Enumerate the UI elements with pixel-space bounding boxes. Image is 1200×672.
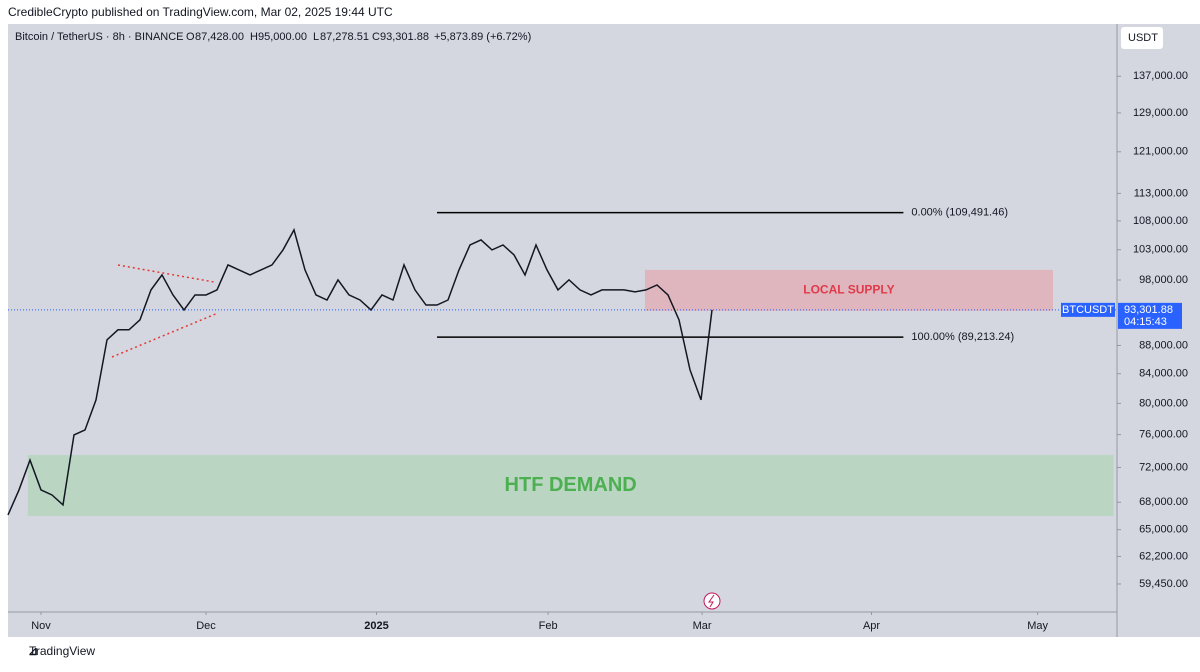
y-tick-label: 84,000.00 (1139, 368, 1188, 380)
close: 93,301.88 (380, 31, 429, 43)
zone (644, 269, 1053, 311)
y-tick-label: 108,000.00 (1133, 215, 1188, 227)
price-line (7, 227, 713, 516)
x-tick-label: Apr (863, 620, 880, 632)
zone-label: LOCAL SUPPLY (803, 283, 894, 297)
symbol-tag (1061, 302, 1115, 317)
y-tick-label: 76,000.00 (1139, 429, 1188, 441)
triangle-line (111, 312, 219, 358)
y-tick-label: 62,200.00 (1139, 550, 1188, 562)
symbol-tag-text: BTCUSDT (1062, 304, 1114, 316)
x-tick-label: May (1027, 620, 1048, 632)
open: 87,428.00 (195, 31, 244, 43)
x-tick-label: 2025 (364, 620, 388, 632)
y-tick-label: 103,000.00 (1133, 244, 1188, 256)
y-tick-label: 113,000.00 (1134, 187, 1188, 199)
l-key: L (313, 31, 319, 43)
zone (27, 455, 1114, 516)
fib-label: 0.00% (109,491.46) (911, 206, 1008, 218)
footer-logo: ⊿ (28, 644, 38, 658)
y-tick-label: 80,000.00 (1139, 397, 1188, 409)
y-tick-label: 59,450.00 (1139, 578, 1188, 590)
y-tick-label: 72,000.00 (1139, 461, 1188, 473)
price-axis (1117, 24, 1200, 637)
y-tick-label: 129,000.00 (1133, 107, 1188, 119)
y-tick-label: 68,000.00 (1139, 496, 1188, 508)
x-tick-label: Nov (31, 620, 51, 632)
zone-label: HTF DEMAND (505, 474, 637, 496)
currency[interactable]: USDT (1128, 32, 1158, 44)
o-key: O (186, 31, 195, 43)
x-tick-label: Dec (196, 620, 216, 632)
y-tick-label: 88,000.00 (1139, 339, 1188, 351)
change: +5,873.89 (+6.72%) (434, 31, 531, 43)
countdown: 04:15:43 (1124, 316, 1167, 328)
x-tick-label: Feb (539, 620, 558, 632)
footer-brand: TradingView (29, 644, 95, 658)
x-tick-label: Mar (693, 620, 712, 632)
event-icon-bolt (708, 594, 715, 608)
y-tick-label: 98,000.00 (1139, 274, 1188, 286)
high: 95,000.00 (258, 31, 307, 43)
symbol: Bitcoin / TetherUS · 8h · BINANCE (15, 31, 184, 43)
h-key: H (250, 31, 258, 43)
low: 87,278.51 (320, 31, 369, 43)
currency-box[interactable] (1121, 27, 1163, 49)
event-icon[interactable] (703, 592, 721, 610)
legend: Bitcoin / TetherUS · 8h · BINANCE O 87,4… (15, 31, 531, 43)
price-tag-text: 93,301.88 (1124, 304, 1173, 316)
y-tick-label: 65,000.00 (1139, 524, 1188, 536)
fib-label: 100.00% (89,213.24) (911, 331, 1014, 343)
c-key: C (372, 31, 380, 43)
time-axis (8, 612, 1117, 637)
publisher: CredibleCrypto published on TradingView.… (8, 5, 393, 19)
y-tick-label: 137,000.00 (1133, 70, 1188, 82)
y-tick-label: 121,000.00 (1133, 146, 1188, 158)
chart-pane (8, 24, 1117, 612)
price-tag (1118, 302, 1182, 329)
triangle-line (117, 264, 215, 283)
